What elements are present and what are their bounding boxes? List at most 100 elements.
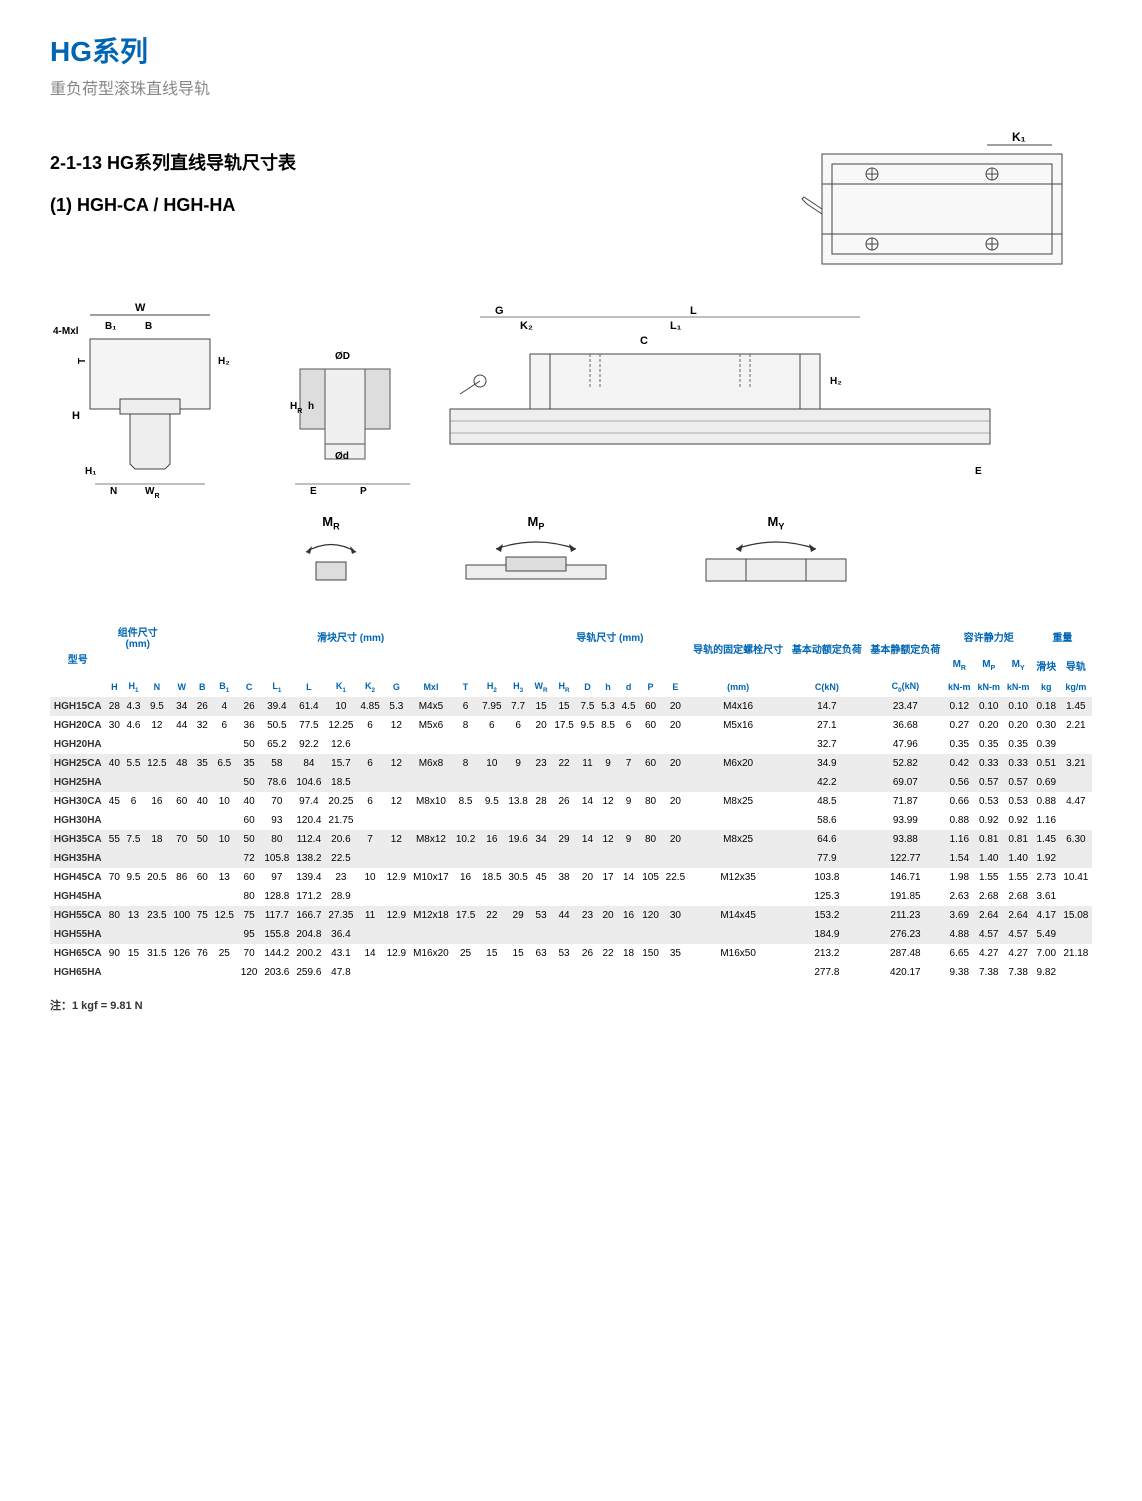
data-cell: 7.5 — [577, 697, 598, 716]
data-cell: 4.3 — [123, 697, 144, 716]
data-cell — [598, 773, 619, 792]
top-diagram-area: 2-1-13 HG系列直线导轨尺寸表 (1) HGH-CA / HGH-HA K… — [50, 129, 1092, 284]
data-cell: 125.3 — [788, 887, 866, 906]
data-cell — [598, 887, 619, 906]
data-cell — [505, 735, 531, 754]
data-cell — [211, 735, 237, 754]
data-cell: 14 — [577, 830, 598, 849]
col-header: G — [383, 677, 409, 698]
data-cell: 47.8 — [325, 963, 357, 982]
data-cell: 12 — [383, 830, 409, 849]
data-cell: 138.2 — [293, 849, 325, 868]
data-cell: 15 — [505, 944, 531, 963]
data-cell: 105 — [639, 868, 662, 887]
data-cell — [639, 925, 662, 944]
data-cell: 65.2 — [261, 735, 293, 754]
model-cell: HGH45CA — [50, 868, 106, 887]
data-cell: 8 — [452, 716, 478, 735]
col-header: T — [452, 677, 478, 698]
data-cell: 40 — [237, 792, 260, 811]
data-cell: 0.88 — [1033, 792, 1060, 811]
data-cell: 12 — [383, 716, 409, 735]
model-cell: HGH35CA — [50, 830, 106, 849]
data-cell — [211, 963, 237, 982]
data-cell: 6.30 — [1060, 830, 1092, 849]
data-cell: 6 — [479, 716, 505, 735]
table-row: HGH25CA405.512.548356.535588415.7612M6x8… — [50, 754, 1092, 773]
data-cell: 97 — [261, 868, 293, 887]
table-row: HGH35CA557.5187050105080112.420.6712M8x1… — [50, 830, 1092, 849]
moment-mp: MP — [456, 514, 616, 590]
data-cell: 70 — [261, 792, 293, 811]
model-cell: HGH20HA — [50, 735, 106, 754]
data-cell — [409, 963, 452, 982]
col-header: kg — [1033, 677, 1060, 698]
data-cell: 11 — [357, 906, 383, 925]
data-cell: 276.23 — [866, 925, 944, 944]
data-cell: 60 — [237, 868, 260, 887]
data-cell: 28 — [531, 792, 551, 811]
data-cell: 112.4 — [293, 830, 325, 849]
data-cell: 22 — [598, 944, 619, 963]
data-cell: 12 — [383, 792, 409, 811]
data-cell: 0.35 — [1003, 735, 1032, 754]
data-cell: 0.69 — [1033, 773, 1060, 792]
col-header: K1 — [325, 677, 357, 698]
data-cell — [479, 963, 505, 982]
col-header: (mm) — [689, 677, 788, 698]
data-cell — [598, 849, 619, 868]
data-cell — [689, 963, 788, 982]
model-cell: HGH30HA — [50, 811, 106, 830]
data-cell: 30.5 — [505, 868, 531, 887]
data-cell — [689, 887, 788, 906]
data-cell: 40 — [193, 792, 211, 811]
model-cell: HGH65CA — [50, 944, 106, 963]
data-cell — [551, 887, 577, 906]
table-row: HGH45CA709.520.58660136097139.4231012.9M… — [50, 868, 1092, 887]
data-cell: 105.8 — [261, 849, 293, 868]
data-cell — [357, 849, 383, 868]
data-cell: 277.8 — [788, 963, 866, 982]
data-cell — [452, 735, 478, 754]
data-cell — [1060, 773, 1092, 792]
data-cell — [577, 963, 598, 982]
model-cell: HGH35HA — [50, 849, 106, 868]
data-cell: 13 — [123, 906, 144, 925]
data-cell: 1.40 — [974, 849, 1003, 868]
data-cell: 20 — [662, 716, 688, 735]
data-cell: 0.30 — [1033, 716, 1060, 735]
data-cell: 77.9 — [788, 849, 866, 868]
data-cell — [123, 849, 144, 868]
data-cell: 8 — [452, 754, 478, 773]
data-cell: 50 — [237, 773, 260, 792]
table-row: HGH55CA801323.51007512.575117.7166.727.3… — [50, 906, 1092, 925]
data-cell — [357, 925, 383, 944]
data-cell: 6 — [123, 792, 144, 811]
data-cell: 10 — [325, 697, 357, 716]
data-cell — [1060, 925, 1092, 944]
data-cell — [531, 811, 551, 830]
data-cell: 2.68 — [974, 887, 1003, 906]
data-cell — [479, 925, 505, 944]
data-cell: 117.7 — [261, 906, 293, 925]
data-cell: 92.2 — [293, 735, 325, 754]
col-header: L — [293, 677, 325, 698]
data-cell: 34.9 — [788, 754, 866, 773]
data-cell: 6 — [357, 754, 383, 773]
col-header: H2 — [479, 677, 505, 698]
svg-text:H₁: H₁ — [85, 466, 96, 477]
data-cell — [193, 849, 211, 868]
model-cell: HGH45HA — [50, 887, 106, 906]
data-cell: 9 — [598, 754, 619, 773]
data-cell: 122.77 — [866, 849, 944, 868]
data-cell: 126 — [170, 944, 193, 963]
data-cell — [123, 735, 144, 754]
col-header: H3 — [505, 677, 531, 698]
data-cell — [577, 887, 598, 906]
data-cell: 0.12 — [945, 697, 974, 716]
data-cell: 6 — [357, 716, 383, 735]
data-cell: 0.10 — [974, 697, 1003, 716]
data-cell: 9.5 — [577, 716, 598, 735]
data-cell — [598, 963, 619, 982]
data-cell: 69.07 — [866, 773, 944, 792]
